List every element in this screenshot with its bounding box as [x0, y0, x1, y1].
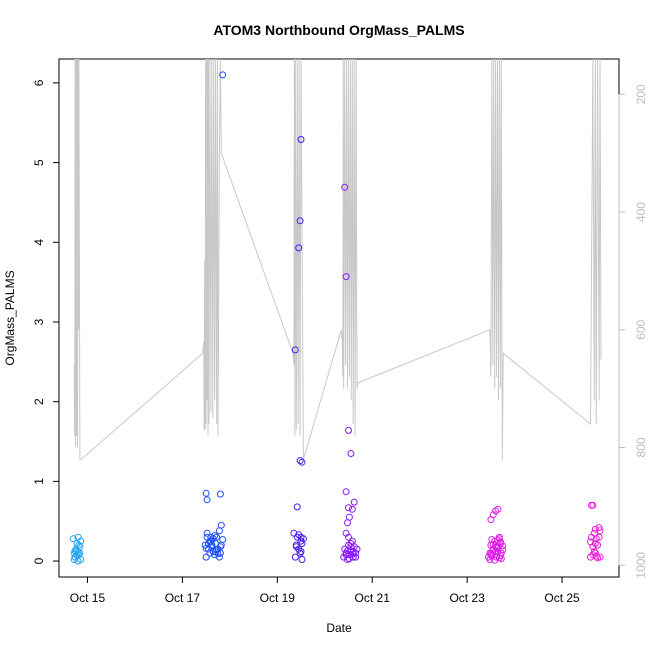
x-tick-label: Oct 25: [544, 591, 580, 605]
data-point: [495, 535, 503, 543]
points-layer: [69, 71, 604, 565]
pressure-line: [73, 58, 602, 460]
data-point: [587, 538, 594, 546]
data-point: [291, 553, 299, 561]
data-point: [596, 553, 604, 561]
data-point: [291, 346, 299, 354]
data-point: [297, 136, 305, 143]
y-tick-label: 4: [32, 239, 46, 246]
data-point: [347, 543, 355, 551]
data-point: [297, 548, 305, 555]
data-point: [342, 529, 350, 537]
data-point: [295, 244, 303, 252]
plot-frame: [58, 58, 620, 578]
data-point: [293, 503, 301, 511]
data-point: [75, 541, 83, 549]
data-point: [347, 450, 355, 457]
data-point: [591, 549, 599, 557]
data-point: [203, 529, 211, 537]
y-tick-label: 1: [32, 478, 46, 485]
y2-tick-label: 200: [634, 84, 648, 104]
data-point: [74, 548, 82, 556]
y-tick-label: 5: [32, 159, 46, 166]
data-point: [589, 501, 597, 509]
data-point: [348, 505, 356, 513]
data-point: [296, 457, 304, 465]
y2-tick-label: 400: [634, 202, 648, 222]
data-point: [494, 505, 502, 513]
data-point: [494, 548, 502, 555]
x-tick-label: Oct 15: [70, 591, 106, 605]
data-point: [489, 540, 497, 548]
data-point: [219, 536, 227, 543]
x-tick-label: Oct 19: [260, 591, 296, 605]
data-point: [342, 273, 350, 281]
data-point: [590, 548, 598, 555]
data-point: [347, 540, 355, 547]
y-tick-label: 3: [32, 318, 46, 325]
data-point: [349, 550, 357, 558]
axes-layer: Oct 15 Oct 17 Oct 19 Oct 21 Oct 23 Oct 25 0 1 2 3…: [32, 79, 648, 605]
x-tick-label: Oct 17: [165, 591, 201, 605]
data-point: [495, 554, 503, 562]
data-point: [208, 541, 216, 549]
chart-title: ATOM3 Northbound OrgMass_PALMS: [213, 22, 464, 38]
data-point: [215, 553, 223, 561]
x-axis-label: Date: [326, 621, 352, 635]
data-point: [203, 496, 211, 504]
data-point: [77, 556, 85, 563]
data-point: [595, 524, 603, 532]
data-point: [213, 546, 221, 554]
y-axis-label: OrgMass_PALMS: [3, 270, 17, 365]
data-point: [345, 504, 352, 512]
data-point: [295, 531, 303, 539]
data-point: [592, 535, 600, 543]
pressure-line-layer: [73, 58, 602, 460]
data-point: [298, 458, 306, 466]
data-point: [214, 550, 222, 558]
data-point: [353, 545, 361, 553]
data-point: [69, 535, 77, 543]
data-point: [592, 552, 600, 560]
data-point: [202, 553, 210, 561]
data-point: [77, 537, 85, 545]
data-point: [344, 547, 351, 555]
data-point: [216, 490, 224, 498]
data-point: [342, 488, 350, 496]
data-point: [344, 519, 351, 527]
data-point: [596, 527, 604, 535]
data-point: [295, 545, 303, 553]
data-point: [491, 548, 499, 556]
y-tick-label: 6: [32, 79, 46, 86]
data-point: [215, 527, 223, 535]
y2-tick-label: 800: [634, 437, 648, 457]
data-point: [591, 525, 599, 533]
y2-tick-label: 600: [634, 319, 648, 339]
data-point: [219, 71, 227, 79]
data-point: [345, 555, 353, 563]
data-point: [217, 521, 225, 529]
data-point: [202, 489, 210, 497]
data-point: [211, 532, 219, 540]
data-point: [298, 556, 306, 563]
x-tick-label: Oct 21: [355, 591, 391, 605]
data-point: [212, 548, 220, 555]
data-point: [296, 217, 304, 225]
data-point: [345, 426, 352, 434]
data-point: [297, 533, 305, 541]
y2-tick-label: 1000: [634, 552, 648, 579]
y-tick-label: 0: [32, 557, 46, 564]
x-tick-label: Oct 23: [449, 591, 485, 605]
data-point: [341, 183, 349, 191]
y-tick-label: 2: [32, 398, 46, 405]
data-point: [345, 513, 353, 521]
data-point: [206, 537, 214, 545]
data-point: [350, 498, 358, 506]
data-point: [73, 552, 81, 559]
data-point: [292, 543, 300, 551]
data-point: [488, 536, 496, 543]
